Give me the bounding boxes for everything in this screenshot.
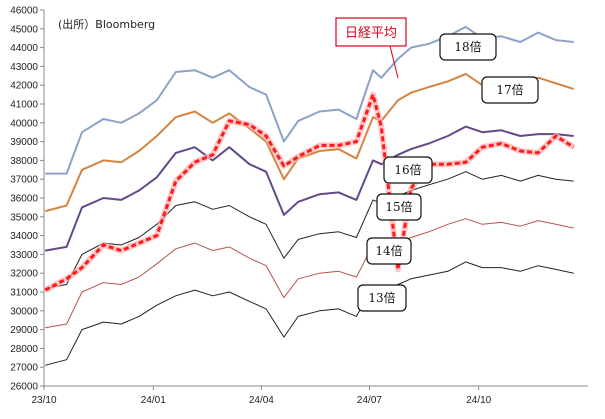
y-tick-label: 26000	[10, 382, 38, 393]
y-tick-label: 29000	[10, 325, 38, 336]
source-note: (出所）Bloomberg	[58, 17, 155, 31]
y-tick-label: 41000	[10, 100, 38, 111]
y-tick-label: 42000	[10, 81, 38, 92]
series-line-14倍	[45, 218, 574, 329]
series-label-box: 14倍	[366, 237, 412, 265]
y-tick-label: 40000	[10, 118, 38, 129]
y-tick-label: 38000	[10, 156, 38, 167]
y-tick-label: 27000	[10, 363, 38, 374]
y-tick-label: 37000	[10, 175, 38, 186]
y-tick-label: 28000	[10, 344, 38, 355]
axes-group: 26000 27000 28000 29000 30000 31000 32000 33000…	[10, 6, 588, 406]
series-line-15倍	[45, 171, 574, 289]
y-tick-label: 45000	[10, 24, 38, 35]
y-tick-label: 33000	[10, 250, 38, 261]
x-tick-label: 24/04	[249, 395, 274, 406]
nikkei-callout: 日経平均	[335, 17, 407, 79]
y-tick-label: 46000	[10, 6, 38, 17]
series-label-box: 17倍	[481, 76, 539, 104]
series-label: 14倍	[375, 243, 402, 258]
y-tick-label: 44000	[10, 43, 38, 54]
series-label-frame	[481, 76, 539, 104]
x-tick-label: 23/10	[31, 395, 56, 406]
y-tick-label: 35000	[10, 212, 38, 223]
series-label-frame	[439, 33, 497, 61]
series-label-frame	[383, 156, 433, 184]
series-label: 16倍	[394, 162, 421, 177]
x-tick-label: 24/10	[466, 395, 491, 406]
y-tick-label: 31000	[10, 288, 38, 299]
series-line-nikkei	[44, 93, 575, 292]
series-label-frame	[357, 284, 407, 312]
nikkei-line-glow	[43, 91, 576, 293]
series-label: 17倍	[496, 82, 523, 97]
series-label: 15倍	[385, 199, 412, 214]
x-tick-label: 24/01	[141, 395, 166, 406]
series-line-13倍	[45, 261, 574, 366]
y-tick-label: 34000	[10, 231, 38, 242]
nikkei-callout-frame	[335, 17, 407, 47]
y-tick-label: 30000	[10, 306, 38, 317]
y-tick-label: 32000	[10, 269, 38, 280]
series-line-16倍	[45, 125, 574, 252]
labels-group: 18倍 17倍 16倍 15倍 14倍 13倍 日経平均	[335, 17, 539, 312]
y-tick-label: 43000	[10, 62, 38, 73]
nikkei-callout-label: 日経平均	[345, 26, 397, 41]
series-label-box: 13倍	[357, 284, 407, 312]
series-label: 18倍	[454, 39, 481, 54]
series-label-box: 15倍	[376, 193, 422, 221]
series-label: 13倍	[368, 290, 395, 305]
x-tick-label: 24/07	[357, 395, 382, 406]
series-label-frame	[376, 193, 422, 221]
series-label-box: 18倍	[439, 33, 497, 61]
nikkei-callout-pointer	[389, 45, 399, 79]
series-label-frame	[366, 237, 412, 265]
y-tick-label: 39000	[10, 137, 38, 148]
series-label-box: 16倍	[383, 156, 433, 184]
y-tick-label: 36000	[10, 194, 38, 205]
